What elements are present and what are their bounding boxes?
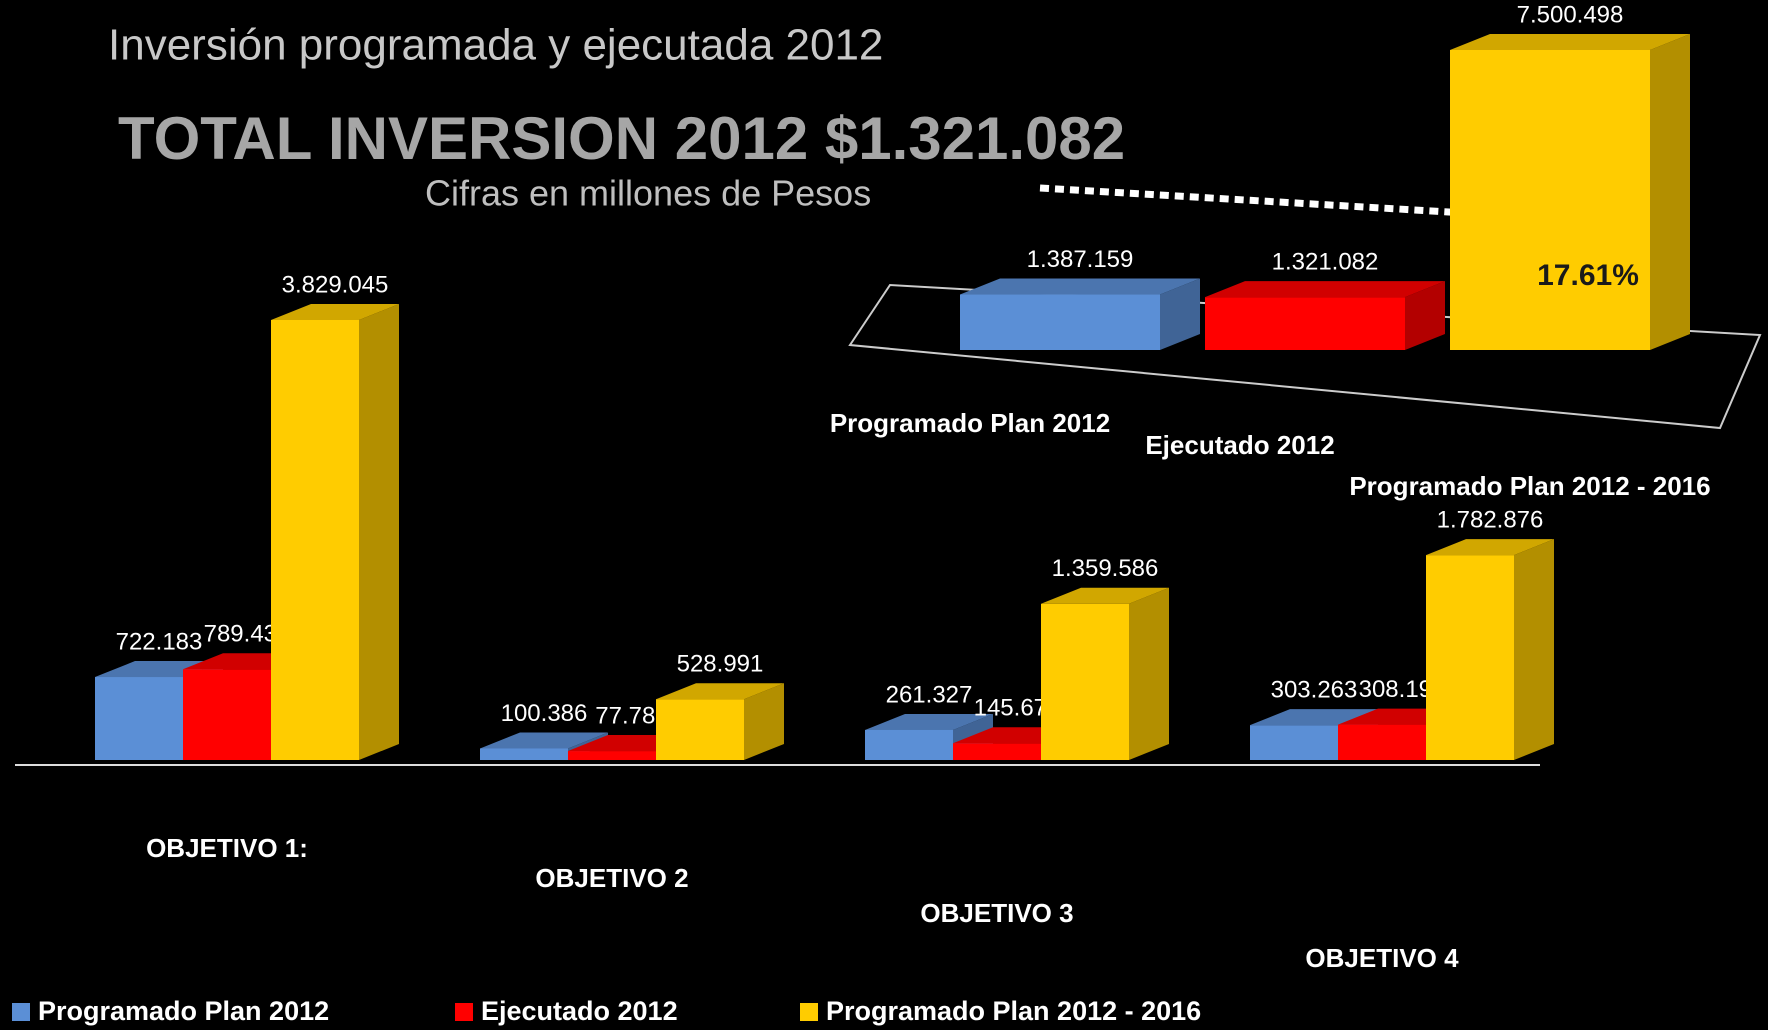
bar bbox=[1450, 34, 1690, 350]
bar-front bbox=[1450, 50, 1650, 350]
bar-top bbox=[480, 732, 608, 749]
value-label: 303.263 bbox=[1271, 676, 1358, 703]
bar-side bbox=[1129, 587, 1169, 760]
bar bbox=[271, 304, 399, 760]
bar bbox=[1426, 539, 1554, 760]
bar bbox=[656, 683, 784, 760]
bar-top bbox=[1041, 587, 1169, 604]
title: Inversión programada y ejecutada 2012 bbox=[108, 21, 883, 70]
bar-front bbox=[865, 729, 953, 760]
bar-top bbox=[1250, 709, 1378, 726]
value-label: 100.386 bbox=[501, 700, 588, 727]
bar-top bbox=[865, 713, 993, 730]
category-label: OBJETIVO 4 bbox=[1305, 943, 1459, 973]
bar-front bbox=[1250, 725, 1338, 760]
floor bbox=[848, 283, 1762, 430]
value-label: 1.782.876 bbox=[1437, 506, 1544, 533]
value-label: 1.321.082 bbox=[1272, 249, 1379, 276]
bar-front bbox=[1205, 297, 1405, 350]
bar bbox=[1205, 281, 1445, 350]
category-label: Ejecutado 2012 bbox=[1145, 430, 1334, 460]
value-label: 722.183 bbox=[116, 628, 203, 655]
bar-side bbox=[1160, 278, 1200, 350]
bar-side bbox=[1514, 539, 1554, 760]
legend-label: Programado Plan 2012 bbox=[38, 996, 329, 1026]
headline: TOTAL INVERSION 2012 $1.321.082 bbox=[118, 105, 1125, 172]
category-label: OBJETIVO 1: bbox=[146, 833, 308, 863]
bar-front bbox=[1338, 724, 1426, 760]
value-label: 1.387.159 bbox=[1027, 246, 1134, 273]
bar-top bbox=[960, 278, 1200, 295]
value-label: 3.829.045 bbox=[282, 271, 389, 298]
bar-side bbox=[744, 683, 784, 760]
bar-front bbox=[1041, 603, 1129, 760]
value-label: 1.359.586 bbox=[1052, 555, 1159, 582]
bar-front bbox=[568, 751, 656, 760]
bar-top bbox=[1426, 539, 1554, 556]
bar-top bbox=[271, 304, 399, 320]
bar-front bbox=[656, 699, 744, 760]
bar-front bbox=[953, 743, 1041, 760]
bar-front bbox=[960, 294, 1160, 350]
bar-top bbox=[1450, 34, 1690, 50]
legend-swatch bbox=[455, 1003, 473, 1021]
bar-front bbox=[95, 677, 183, 760]
category-label: Programado Plan 2012 - 2016 bbox=[1349, 471, 1710, 501]
legend-swatch bbox=[800, 1003, 818, 1021]
bar-front bbox=[480, 748, 568, 760]
bar-top bbox=[1205, 281, 1445, 298]
bar-side bbox=[359, 304, 399, 760]
category-label: OBJETIVO 3 bbox=[920, 898, 1073, 928]
value-label: 261.327 bbox=[886, 681, 973, 708]
value-label: 7.500.498 bbox=[1517, 1, 1624, 28]
value-label: 528.991 bbox=[677, 651, 764, 678]
category-label: OBJETIVO 2 bbox=[535, 863, 688, 893]
bar-side bbox=[1650, 34, 1690, 350]
legend-label: Ejecutado 2012 bbox=[481, 996, 678, 1026]
bar-front bbox=[183, 669, 271, 760]
bar-front bbox=[271, 320, 359, 760]
bar bbox=[960, 278, 1200, 350]
legend-swatch bbox=[12, 1003, 30, 1021]
bar-side bbox=[1405, 281, 1445, 350]
annotation: 17.61% bbox=[1537, 259, 1639, 292]
bar bbox=[1041, 587, 1169, 760]
bar-top bbox=[656, 683, 784, 700]
subtitle: Cifras en millones de Pesos bbox=[425, 173, 871, 214]
category-label: Programado Plan 2012 bbox=[830, 408, 1110, 438]
bar-front bbox=[1426, 555, 1514, 760]
legend-label: Programado Plan 2012 - 2016 bbox=[826, 996, 1201, 1026]
